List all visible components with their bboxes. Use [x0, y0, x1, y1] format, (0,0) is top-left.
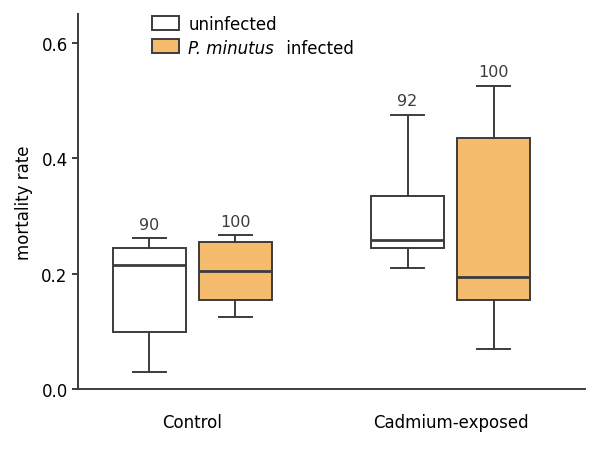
Bar	[371, 196, 444, 248]
Bar	[113, 248, 185, 332]
Bar	[457, 139, 530, 300]
Text: 100: 100	[220, 214, 251, 229]
Text: Cadmium-exposed: Cadmium-exposed	[373, 413, 529, 431]
Text: P. minutus: P. minutus	[188, 40, 274, 58]
Text: 90: 90	[139, 218, 159, 233]
Text: P. minutus: P. minutus	[188, 40, 274, 58]
Text: infected: infected	[281, 40, 354, 58]
Text: 92: 92	[397, 94, 418, 109]
Bar	[199, 243, 272, 300]
Text: 100: 100	[479, 64, 509, 80]
Legend: uninfected, : uninfected,	[152, 16, 278, 56]
Y-axis label: mortality rate: mortality rate	[15, 145, 33, 259]
Text: Control: Control	[162, 413, 222, 431]
